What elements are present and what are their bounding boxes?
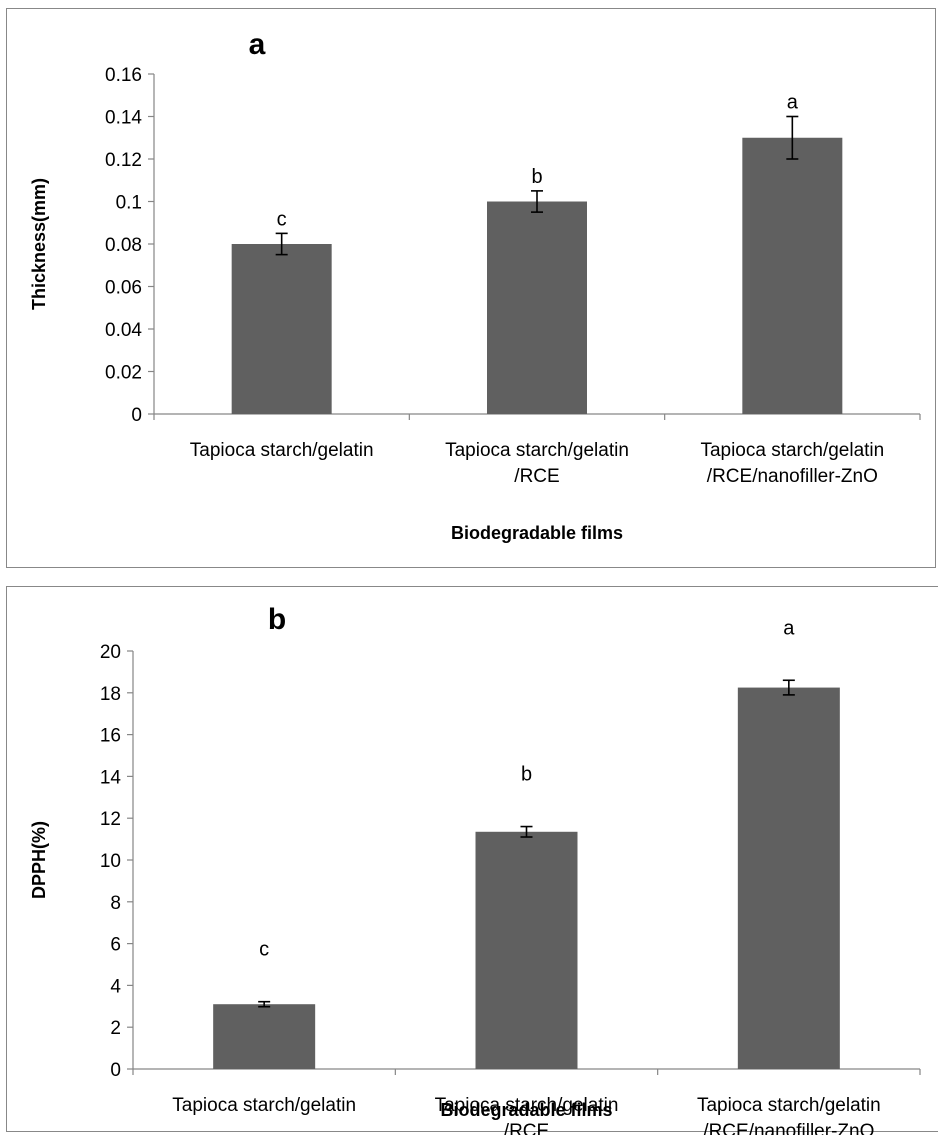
chart-a-significance-letter: c bbox=[277, 208, 287, 230]
chart-a-bar bbox=[231, 244, 332, 414]
chart-a-x-axis-title: Biodegradable films bbox=[451, 523, 623, 543]
chart-a-category-label: Tapioca starch/gelatin bbox=[445, 440, 629, 461]
chart-a-y-tick-label: 0.06 bbox=[105, 278, 142, 299]
chart-a-y-tick-label: 0.14 bbox=[105, 108, 142, 129]
chart-a-y-tick-label: 0.16 bbox=[105, 65, 142, 86]
chart-a-bar bbox=[742, 137, 843, 414]
chart-panel-b: 0 2 4 6 8 10 12 14 16 18 20 c Tapioca starch/gelatin… bbox=[6, 586, 938, 1135]
chart-b-y-tick-label: 18 bbox=[100, 684, 121, 705]
chart-b-category-label: Tapioca starch/gelatin bbox=[697, 1095, 881, 1116]
chart-b-category-label: Tapioca starch/gelatin bbox=[172, 1095, 356, 1116]
chart-a-bar bbox=[487, 201, 587, 414]
chart-a-y-axis-title: Thickness(mm) bbox=[29, 178, 49, 310]
chart-b-y-axis-title: DPPH(%) bbox=[29, 821, 49, 899]
chart-b-category-label: /RCE bbox=[504, 1121, 549, 1135]
chart-a-category-label: /RCE bbox=[514, 466, 559, 487]
chart-a-panel-label: a bbox=[249, 28, 266, 61]
chart-b-y-tick-label: 8 bbox=[110, 893, 121, 914]
chart-b-y-tick-label: 6 bbox=[110, 935, 121, 956]
chart-b-y-tick-label: 12 bbox=[100, 809, 121, 830]
chart-a-y-tick-label: 0.02 bbox=[105, 363, 142, 384]
chart-b-y-tick-label: 4 bbox=[110, 976, 121, 997]
chart-a-y-tick-label: 0.1 bbox=[116, 193, 142, 214]
chart-b-y-tick-label: 20 bbox=[100, 642, 121, 663]
chart-a-significance-letter: b bbox=[531, 166, 542, 188]
chart-a-y-tick-label: 0 bbox=[131, 405, 142, 426]
chart-b-bar bbox=[737, 687, 840, 1069]
chart-a-category-label: /RCE/nanofiller-ZnO bbox=[707, 466, 878, 487]
chart-b-y-tick-label: 10 bbox=[100, 851, 121, 872]
chart-b-bar bbox=[475, 831, 578, 1069]
chart-a-category-label: Tapioca starch/gelatin bbox=[700, 440, 884, 461]
chart-a-y-tick-label: 0.08 bbox=[105, 235, 142, 256]
chart-b-panel-label: b bbox=[268, 603, 286, 636]
chart-a-svg: 0 0.02 0.04 0.06 0.08 0.1 0.12 0.14 0.16 c Tapioca… bbox=[29, 28, 921, 543]
chart-b-y-tick-label: 2 bbox=[110, 1018, 121, 1039]
chart-a-y-tick-label: 0.12 bbox=[105, 150, 142, 171]
chart-b-bar bbox=[213, 1004, 316, 1069]
chart-a-significance-letter: a bbox=[787, 92, 799, 114]
chart-a-y-tick-label: 0.04 bbox=[105, 320, 142, 341]
chart-panel-a: 0 0.02 0.04 0.06 0.08 0.1 0.12 0.14 0.16 c Tapioca… bbox=[6, 8, 936, 568]
chart-a-category-label: Tapioca starch/gelatin bbox=[190, 440, 374, 461]
chart-b-y-tick-label: 0 bbox=[110, 1060, 121, 1081]
chart-b-significance-letter: c bbox=[259, 939, 269, 961]
chart-b-x-axis-title: Biodegradable films bbox=[440, 1100, 612, 1120]
chart-b-svg: 0 2 4 6 8 10 12 14 16 18 20 c Tapioca starch/gelatin… bbox=[29, 603, 921, 1135]
chart-b-y-tick-label: 14 bbox=[100, 767, 122, 788]
chart-b-category-label: /RCE/nanofiller-ZnO bbox=[703, 1121, 874, 1135]
chart-b-significance-letter: b bbox=[521, 764, 532, 786]
chart-b-significance-letter: a bbox=[783, 617, 795, 639]
chart-b-y-tick-label: 16 bbox=[100, 726, 121, 747]
chart-b-category-label: Tapioca starch/gelatin bbox=[435, 1095, 619, 1116]
